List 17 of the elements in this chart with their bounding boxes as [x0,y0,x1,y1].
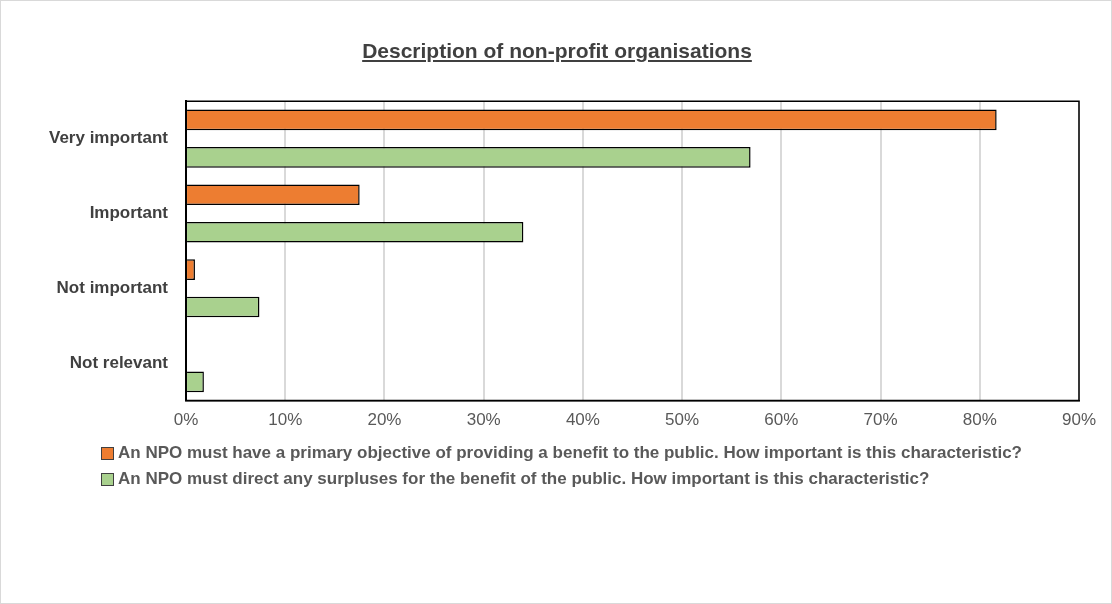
x-tick-label: 10% [268,410,303,430]
y-tick-label: Not relevant [69,352,169,372]
legend-label: An NPO must direct any surpluses for the benefit of the public. How important is this characteristic? [118,468,930,490]
x-tick-label: 80% [962,410,997,430]
x-tick-label: 40% [565,410,600,430]
x-tick-label: 70% [863,410,898,430]
x-tick-label: 30% [466,410,501,430]
x-tick-label: 0% [173,410,199,430]
y-tick-label: Important [89,203,169,223]
x-tick-label: 60% [764,410,799,430]
x-tick-label: 90% [1061,410,1097,430]
legend-label: An NPO must have a primary objective of providing a benefit to the public. How important is this characteristic? [118,442,1022,464]
chart-title: Description of non-profit organisations [361,39,753,63]
y-tick-label: Not important [56,278,169,298]
y-tick-label: Very important [48,128,169,148]
x-tick-label: 50% [665,410,700,430]
x-tick-label: 20% [367,410,402,430]
